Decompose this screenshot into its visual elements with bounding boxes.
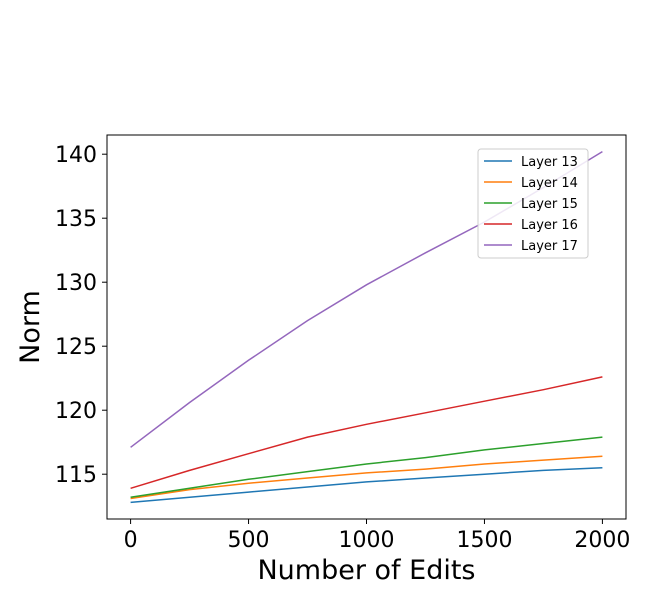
x-tick-label: 1500 [456, 528, 512, 553]
series-line-1 [130, 467, 603, 504]
y-tick-label: 115 [55, 463, 97, 488]
y-axis-label: Norm [15, 290, 46, 364]
x-tick-label: 1000 [339, 528, 395, 553]
legend-label: Layer 13 [521, 155, 578, 170]
y-tick-label: 125 [55, 335, 97, 360]
x-tick-label: 2000 [574, 528, 630, 553]
y-tick-label: 130 [55, 271, 97, 296]
legend-label: Layer 17 [521, 239, 578, 254]
x-tick-label: 0 [124, 528, 138, 553]
y-tick-label: 135 [55, 207, 97, 232]
x-axis: 0 500 1000 1500 2000 [124, 519, 630, 553]
legend: Layer 13 Layer 14 Layer 15 Layer 16 Layer 17 [477, 148, 589, 259]
legend-label: Layer 16 [521, 218, 578, 233]
y-tick-label: 140 [55, 143, 97, 168]
series-line-3 [130, 436, 603, 498]
legend-box [477, 148, 589, 259]
x-tick-label: 500 [228, 528, 270, 553]
y-axis: 115 120 125 130 135 140 [55, 143, 107, 488]
series-line-2 [130, 455, 603, 500]
legend-label: Layer 15 [521, 197, 578, 212]
x-axis-label: Number of Edits [257, 555, 475, 586]
series-line-4 [130, 376, 603, 490]
y-tick-label: 120 [55, 399, 97, 424]
legend-label: Layer 14 [521, 176, 578, 191]
